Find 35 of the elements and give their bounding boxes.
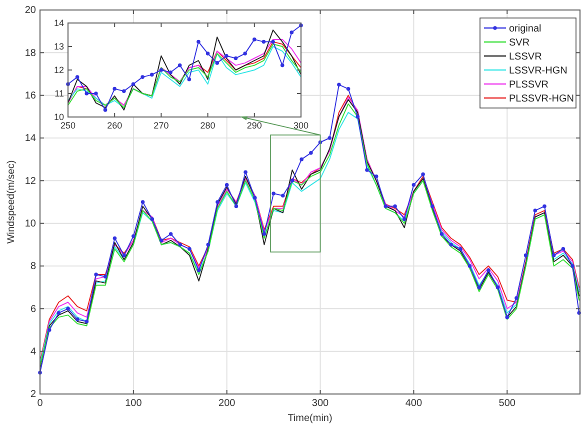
y-tick-label: 14 bbox=[24, 133, 36, 144]
y-tick-label: 18 bbox=[24, 48, 36, 59]
x-tick-label: 250 bbox=[60, 120, 76, 130]
legend-label: LSSVR-HGN bbox=[509, 66, 568, 76]
x-tick-label: 300 bbox=[293, 120, 309, 130]
x-tick-label: 500 bbox=[498, 398, 516, 410]
y-tick-label: 10 bbox=[24, 218, 36, 230]
legend-label: PLSSVR-HGN bbox=[509, 94, 574, 104]
y-tick-label: 14 bbox=[54, 18, 64, 28]
x-tick-label: 200 bbox=[218, 398, 236, 410]
x-tick-label: 260 bbox=[107, 120, 122, 130]
y-axis-title: Windspeed(m/sec) bbox=[6, 160, 17, 244]
y-tick-label: 10 bbox=[54, 112, 64, 122]
y-tick-label: 8 bbox=[30, 261, 36, 272]
x-tick-label: 100 bbox=[125, 398, 142, 410]
x-tick-label: 270 bbox=[154, 120, 169, 130]
y-tick-label: 16 bbox=[24, 90, 36, 102]
y-tick-label: 12 bbox=[24, 176, 36, 187]
y-tick-label: 2 bbox=[30, 389, 36, 400]
legend-label: SVR bbox=[509, 38, 530, 48]
y-tick-label: 6 bbox=[30, 304, 36, 315]
y-tick-label: 4 bbox=[30, 346, 36, 358]
y-tick-label: 11 bbox=[54, 88, 64, 98]
x-tick-label: 400 bbox=[405, 398, 422, 410]
x-tick-label: 290 bbox=[246, 120, 262, 130]
legend-label: LSSVR bbox=[509, 52, 542, 62]
x-tick-label: 280 bbox=[200, 120, 216, 130]
legend-label: PLSSVR bbox=[509, 80, 548, 90]
y-tick-label: 12 bbox=[54, 64, 64, 75]
legend-label: original bbox=[509, 24, 542, 34]
x-tick-label: 300 bbox=[312, 398, 330, 410]
x-tick-label: 0 bbox=[37, 398, 44, 410]
y-tick-label: 13 bbox=[54, 41, 64, 52]
y-tick-label: 20 bbox=[24, 5, 36, 16]
x-axis-title: Time(min) bbox=[288, 413, 332, 424]
